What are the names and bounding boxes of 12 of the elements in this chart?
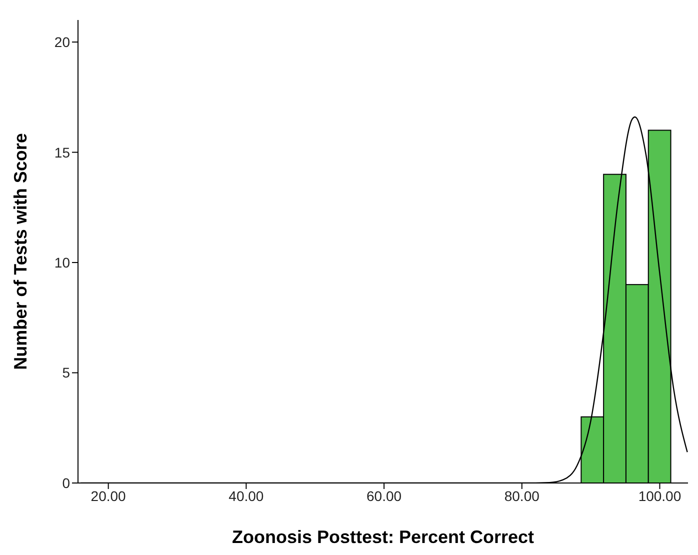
x-tick-label: 20.00 [90, 488, 126, 504]
y-tick-label: 15 [54, 144, 70, 160]
y-tick-label: 0 [62, 474, 70, 491]
y-tick-label: 10 [54, 254, 70, 270]
x-tick-label: 80.00 [504, 488, 540, 504]
y-tick-label: 20 [54, 34, 70, 50]
y-tick-label: 5 [62, 364, 70, 381]
y-axis-title: Number of Tests with Score [10, 133, 30, 370]
x-tick-label: 100.00 [638, 488, 682, 504]
x-tick-label: 40.00 [228, 488, 264, 504]
x-tick-label: 60.00 [366, 488, 402, 504]
x-axis-title: Zoonosis Posttest: Percent Correct [232, 527, 534, 547]
